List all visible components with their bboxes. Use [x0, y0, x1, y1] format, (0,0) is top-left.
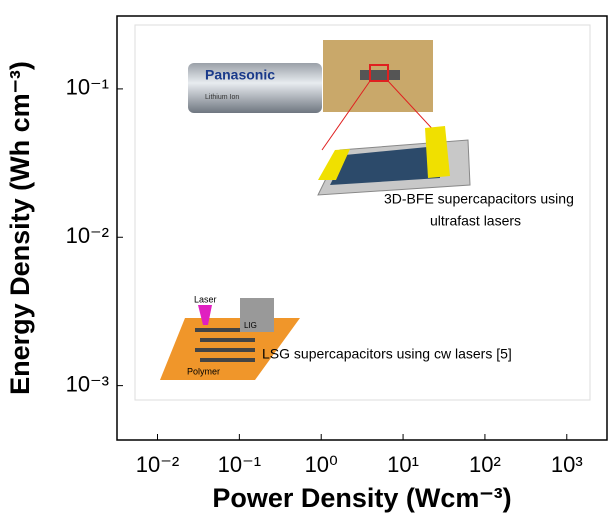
- x-tick-label: 10¹: [387, 452, 419, 477]
- annotation: LSG supercapacitors using cw lasers [5]: [262, 346, 512, 362]
- chip-pad: [425, 126, 450, 178]
- chart: 10⁻² 10⁻¹ 10⁰ 10¹ 10² 10³ 10⁻³ 10⁻² 10⁻¹ Power De…: [0, 0, 611, 522]
- annotation: Polymer: [187, 366, 220, 376]
- x-tick-label: 10³: [551, 452, 583, 477]
- y-tick-label: 10⁻³: [66, 371, 109, 396]
- y-tick-label: 10⁻¹: [66, 75, 109, 100]
- y-tick-label: 10⁻²: [66, 223, 109, 248]
- annotation: LIG: [244, 321, 257, 330]
- annotation: 3D-BFE supercapacitors using: [384, 191, 574, 207]
- y-axis-title: Energy Density (Wh cm⁻³): [5, 61, 35, 395]
- device-photo-strip: [360, 70, 400, 80]
- x-tick-label: 10⁻²: [136, 452, 179, 477]
- x-tick-label: 10⁻¹: [218, 452, 261, 477]
- annotation: Laser: [194, 294, 217, 304]
- x-axis-title: Power Density (Wcm⁻³): [212, 483, 511, 513]
- annotation: Panasonic: [205, 67, 275, 83]
- x-tick-label: 10⁰: [305, 452, 338, 477]
- annotation: Lithium Ion: [205, 94, 239, 101]
- x-tick-label: 10²: [469, 452, 501, 477]
- annotation: ultrafast lasers: [430, 213, 521, 229]
